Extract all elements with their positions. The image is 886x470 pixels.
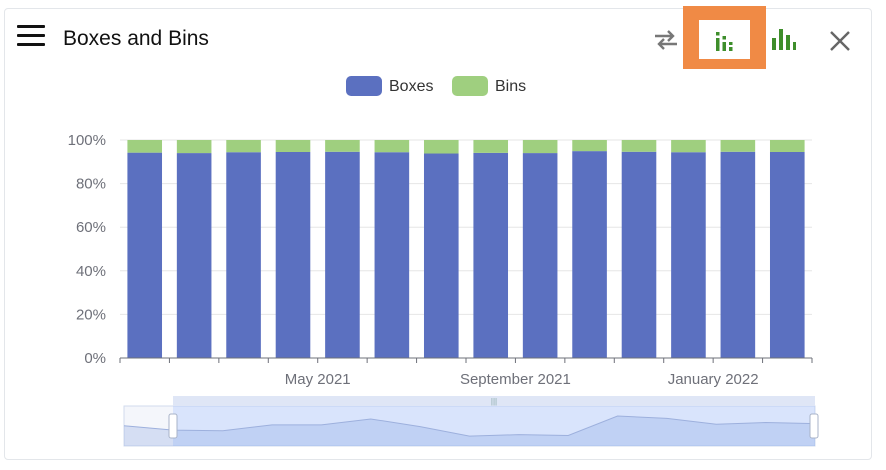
bar-boxes	[522, 153, 558, 358]
x-tick-label: September 2021	[460, 371, 571, 388]
bar-chart-icon[interactable]	[770, 26, 798, 52]
stacked-chart-toggle-button[interactable]	[683, 6, 766, 69]
hamburger-menu-icon[interactable]	[17, 25, 45, 49]
y-tick-label: 0%	[84, 350, 106, 367]
bar-boxes	[176, 153, 212, 358]
bar-boxes	[374, 152, 410, 358]
y-tick-label: 40%	[76, 263, 106, 280]
bar-bins	[275, 140, 311, 152]
zoom-overview-area	[124, 416, 815, 446]
bar-bins	[226, 140, 261, 153]
legend-swatch	[346, 76, 382, 96]
zoom-handle-left[interactable]	[168, 413, 178, 439]
zoom-slider-drag-bar	[173, 396, 815, 406]
bar-boxes	[226, 152, 261, 358]
bar-bins	[720, 140, 756, 152]
bar-bins	[374, 140, 410, 153]
bar-boxes	[572, 151, 607, 358]
swap-arrows-icon[interactable]	[651, 28, 681, 52]
bar-bins	[621, 140, 657, 152]
bar-bins	[769, 140, 805, 152]
bar-bins	[325, 140, 360, 152]
legend-label: Bins	[495, 78, 526, 95]
legend-swatch	[452, 76, 488, 96]
bar-bins	[572, 140, 607, 152]
chart-title: Boxes and Bins	[63, 27, 209, 50]
y-tick-label: 80%	[76, 176, 106, 193]
bar-boxes	[671, 152, 706, 358]
zoom-slider-track	[123, 405, 816, 447]
legend-label: Boxes	[389, 78, 433, 95]
bar-bins	[671, 140, 706, 153]
bar-boxes	[127, 152, 163, 358]
zoom-slider-selection	[173, 406, 815, 446]
stacked-bar-chart-icon	[716, 32, 733, 51]
drag-grip-icon: |||	[491, 397, 497, 406]
y-tick-label: 60%	[76, 219, 106, 236]
x-tick-label: May 2021	[285, 371, 351, 388]
bar-boxes	[473, 152, 509, 358]
bar-boxes	[621, 151, 657, 358]
bar-bins	[127, 140, 163, 153]
y-tick-label: 100%	[68, 132, 106, 149]
bar-boxes	[720, 151, 756, 358]
y-tick-label: 20%	[76, 306, 106, 323]
zoom-overview-line	[123, 415, 816, 437]
bar-bins	[176, 140, 212, 154]
x-tick-label: January 2022	[668, 371, 759, 388]
bar-bins	[522, 140, 558, 154]
zoom-handle-right[interactable]	[809, 413, 819, 439]
close-icon[interactable]	[827, 28, 853, 54]
bar-bins	[423, 140, 459, 154]
bar-boxes	[325, 151, 360, 358]
bar-boxes	[423, 153, 459, 358]
bar-boxes	[275, 151, 311, 358]
bar-boxes	[769, 151, 805, 358]
bar-bins	[473, 140, 509, 153]
